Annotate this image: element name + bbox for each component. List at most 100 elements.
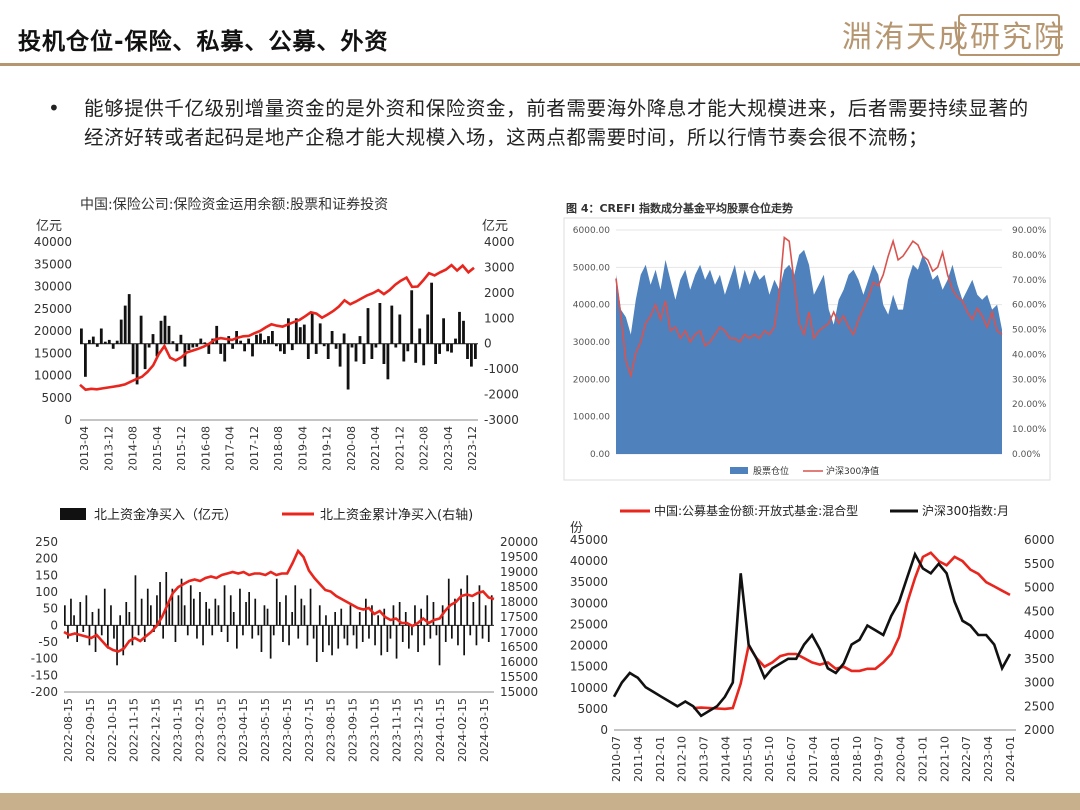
x-tick: 2023-04 [982,736,995,782]
bar [110,605,112,626]
bullet-dot: • [48,96,60,120]
y-left-tick: -150 [31,668,58,682]
y-left-tick: 250 [35,535,58,549]
bar [371,605,373,626]
series-line [612,551,1012,718]
bar [365,598,367,626]
y-left-tick: 30000 [34,280,72,294]
bar [279,343,282,352]
bar [392,605,395,626]
x-tick: 2024-01 [1004,736,1017,782]
bar [343,625,346,639]
bar [232,612,235,626]
bar [406,343,410,352]
x-tick: 2021-12 [393,426,406,470]
x-tick: 2023-02-15 [193,698,206,762]
bar [398,602,401,626]
bar [88,339,91,344]
bar [214,598,217,626]
x-tick: 2023-07-15 [303,698,316,762]
x-tick: 2016-07 [785,736,798,782]
y-right-tick: 4000 [1024,628,1055,642]
chart-crefi: 图 4：CREFI 指数成分基金平均股票仓位走势 0.00 1000.00 2000… [563,201,1051,481]
series-line [693,551,1011,711]
bar [418,328,422,344]
x-tick: 2024-02-15 [456,698,469,762]
bar [122,625,125,656]
bar [100,625,103,636]
bar [386,625,389,652]
x-tick: 2019-07 [873,736,886,782]
bar [297,625,300,639]
chart-northbound: 北上资金净买入（亿元） 北上资金累计净买入(右轴) -200 -150 -100 -50 0… [31,507,538,762]
y-right-tick: 17000 [500,625,538,639]
bar [300,598,303,626]
bar [275,578,278,626]
bar [378,303,382,344]
bar [350,343,354,348]
x-tick: 2018-10 [851,736,864,782]
x-tick: 2022-12-15 [150,698,163,762]
bar [472,602,475,626]
x-tick: 2015-12 [175,426,188,470]
bar [334,343,338,349]
bar [263,339,266,344]
bar [123,305,127,344]
bar [438,343,441,354]
y-right-tick: 20000 [500,535,538,549]
bar [306,625,309,646]
bar [430,282,433,344]
bar [283,343,286,354]
y-right-tick: 15000 [500,685,538,699]
bar [390,305,394,344]
x-tick: 2023-03-15 [215,698,228,762]
y-right-tick: 6000 [1024,533,1055,547]
bar [119,319,123,344]
y-left-tick: 35000 [34,257,72,271]
bar [325,615,327,626]
bar [435,625,438,636]
bar [223,585,226,626]
bar [247,338,250,344]
bar [487,625,490,642]
x-tick: 2023-04-15 [237,698,250,762]
bar [451,625,453,639]
bar [163,315,167,344]
x-tick: 2012-10 [676,736,689,782]
bar [159,320,163,344]
bar [401,625,404,642]
x-tick: 2023-12 [466,426,479,470]
bar [266,608,269,626]
y-left-tick: 10000 [34,369,72,383]
bar [442,318,445,344]
bar [217,605,220,626]
bar [478,585,481,626]
bar [80,328,83,344]
x-tick: 2020-08 [345,426,358,470]
chart-frame [563,217,1051,481]
bar [125,602,128,626]
y-right-tick: 1000 [484,311,515,325]
bar [466,343,469,359]
y-right-tick: 40.00% [1012,350,1047,360]
x-tick: 2023-04 [442,426,455,470]
y-left-tick: 30000 [570,596,608,610]
bar [168,602,171,626]
legend-label: 北上资金累计净买入(右轴) [320,507,473,523]
bar [113,625,115,639]
bar [187,343,191,351]
bar [245,602,247,626]
legend-label: 沪深300指数:月 [922,503,1009,518]
bar [447,578,450,626]
logo-text: 淵洧天成研究院 [842,20,1066,55]
x-tick: 2024-03-15 [478,698,491,762]
y-left-tick: 150 [35,568,58,582]
x-tick: 2020-04 [895,736,908,782]
bar [414,605,416,626]
header-rule [0,63,1080,66]
x-tick: 2023-12-15 [412,698,425,762]
area-series [616,249,1002,454]
y-right-tick: 3000 [484,260,515,274]
bar [135,343,139,385]
bar [417,625,419,652]
